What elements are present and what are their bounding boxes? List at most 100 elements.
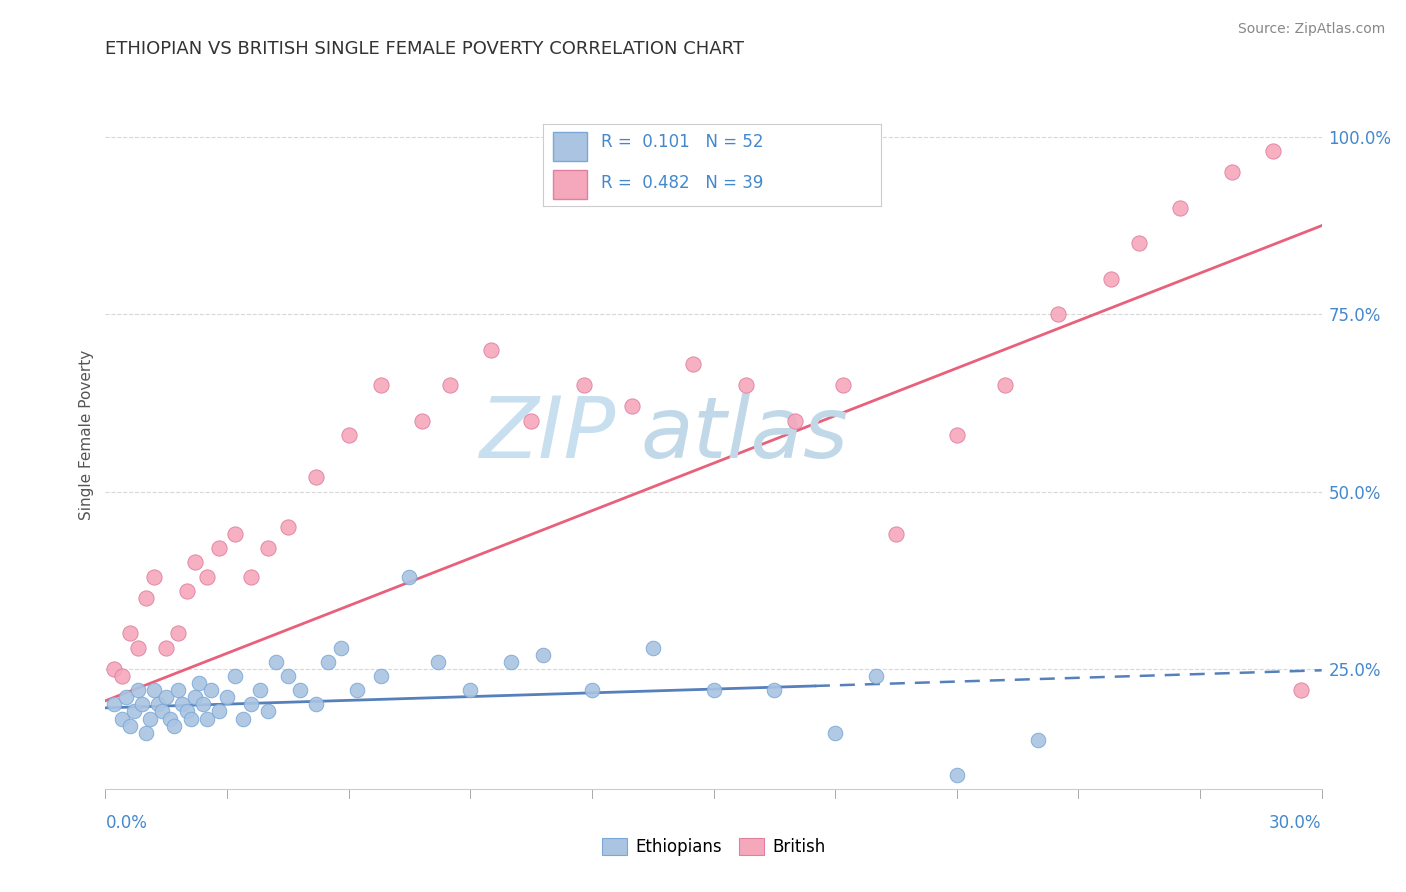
Point <box>183 690 205 705</box>
Point <box>1168 201 1191 215</box>
Point <box>167 626 190 640</box>
Point <box>1099 272 1122 286</box>
Point <box>232 712 254 726</box>
Point <box>139 712 162 726</box>
Point <box>127 640 149 655</box>
Point <box>458 683 481 698</box>
Point <box>111 712 134 726</box>
Point <box>832 378 855 392</box>
Point <box>305 698 328 712</box>
FancyBboxPatch shape <box>554 170 588 199</box>
Point <box>824 725 846 739</box>
Point <box>479 343 502 357</box>
Point <box>318 655 340 669</box>
Point <box>240 698 263 712</box>
Point <box>118 626 141 640</box>
Point <box>277 520 299 534</box>
Point <box>581 683 603 698</box>
Point <box>1222 165 1244 179</box>
Point <box>398 570 420 584</box>
Point <box>682 357 704 371</box>
Text: ZIP: ZIP <box>479 393 616 476</box>
Point <box>337 428 360 442</box>
Point <box>163 718 186 732</box>
Point <box>1128 236 1150 251</box>
Text: Source: ZipAtlas.com: Source: ZipAtlas.com <box>1237 22 1385 37</box>
Point <box>208 541 231 556</box>
Point <box>122 705 145 719</box>
Legend: Ethiopians, British: Ethiopians, British <box>595 831 832 863</box>
Point <box>411 414 433 428</box>
Point <box>103 662 125 676</box>
Point <box>146 698 169 712</box>
Point <box>865 669 887 683</box>
Point <box>346 683 368 698</box>
Point <box>114 690 136 705</box>
Point <box>264 655 287 669</box>
Point <box>180 712 202 726</box>
Point <box>183 556 205 570</box>
Point <box>945 768 967 782</box>
Point <box>249 683 271 698</box>
Point <box>370 378 392 392</box>
FancyBboxPatch shape <box>554 132 588 161</box>
Text: R =  0.101   N = 52: R = 0.101 N = 52 <box>600 133 763 151</box>
Point <box>127 683 149 698</box>
Point <box>191 698 214 712</box>
Point <box>200 683 222 698</box>
Point <box>1261 145 1284 159</box>
Point <box>305 470 328 484</box>
Point <box>945 428 967 442</box>
Point <box>167 683 190 698</box>
Point <box>329 640 352 655</box>
Point <box>763 683 786 698</box>
Point <box>131 698 153 712</box>
Point <box>572 378 595 392</box>
Point <box>1291 683 1313 698</box>
Point <box>783 414 806 428</box>
Y-axis label: Single Female Poverty: Single Female Poverty <box>79 350 94 520</box>
Point <box>531 648 554 662</box>
Point <box>288 683 311 698</box>
Point <box>240 570 263 584</box>
Point <box>217 690 239 705</box>
Point <box>172 698 194 712</box>
Point <box>499 655 522 669</box>
Point <box>135 591 157 605</box>
Text: atlas: atlas <box>641 393 849 476</box>
Point <box>621 400 644 414</box>
Point <box>426 655 449 669</box>
Point <box>1026 732 1049 747</box>
Point <box>155 690 177 705</box>
Point <box>224 527 246 541</box>
Point <box>135 725 157 739</box>
Point <box>439 378 461 392</box>
Point <box>150 705 173 719</box>
Point <box>1047 307 1070 321</box>
Point <box>195 712 218 726</box>
Point <box>159 712 181 726</box>
Point <box>702 683 725 698</box>
Point <box>103 698 125 712</box>
Point <box>256 541 278 556</box>
Point <box>641 640 664 655</box>
Point <box>735 378 758 392</box>
Point <box>176 583 198 598</box>
Point <box>370 669 392 683</box>
Point <box>176 705 198 719</box>
Point <box>208 705 231 719</box>
Point <box>111 669 134 683</box>
Point <box>155 640 177 655</box>
Point <box>224 669 246 683</box>
Point <box>277 669 299 683</box>
Point <box>994 378 1017 392</box>
Text: R =  0.482   N = 39: R = 0.482 N = 39 <box>600 174 763 192</box>
Point <box>195 570 218 584</box>
Point <box>187 676 209 690</box>
Text: ETHIOPIAN VS BRITISH SINGLE FEMALE POVERTY CORRELATION CHART: ETHIOPIAN VS BRITISH SINGLE FEMALE POVER… <box>105 40 744 58</box>
Point <box>118 718 141 732</box>
Point <box>884 527 907 541</box>
Text: 30.0%: 30.0% <box>1270 814 1322 831</box>
Point <box>143 570 166 584</box>
Point <box>256 705 278 719</box>
